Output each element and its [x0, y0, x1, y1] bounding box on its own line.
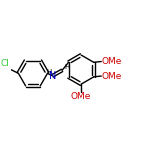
Text: H: H [64, 64, 69, 70]
Text: OMe: OMe [71, 92, 91, 101]
Text: OMe: OMe [102, 72, 122, 81]
Text: H: H [46, 69, 52, 75]
Text: N: N [49, 71, 56, 81]
Text: OMe: OMe [102, 57, 122, 66]
Text: Cl: Cl [0, 59, 9, 68]
